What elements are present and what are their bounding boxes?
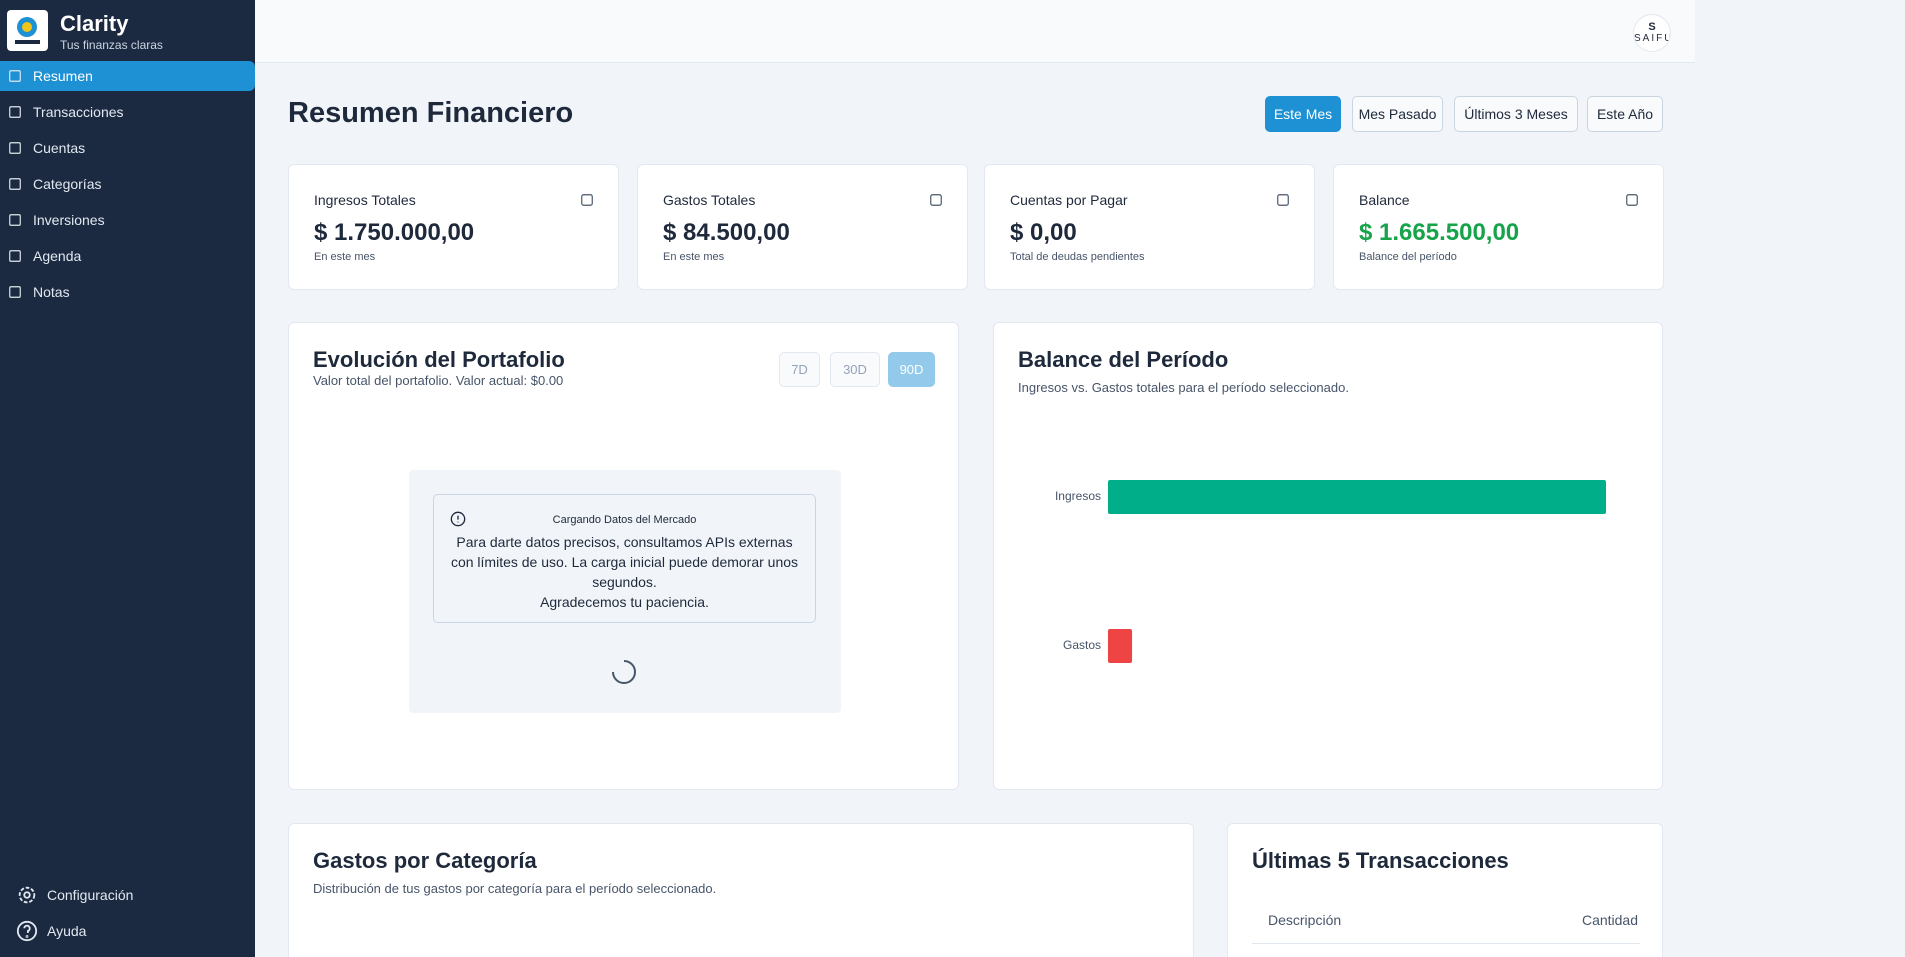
app-tagline: Tus finanzas claras (60, 38, 163, 52)
nav-label: Resumen (33, 68, 93, 84)
user-name: SAIFU (1634, 33, 1671, 44)
nav-item[interactable]: Transacciones (0, 97, 255, 127)
bar-chart: Ingresos Gastos (1055, 480, 1606, 663)
card-icon (581, 194, 593, 206)
summary-card: Cuentas por Pagar $ 0,00 Total de deudas p… (984, 164, 1315, 290)
nav-item[interactable]: Inversiones (0, 205, 255, 235)
notice-title: Cargando Datos del Mercado (552, 514, 697, 526)
top-bar (255, 0, 1695, 63)
nav-label: Notas (33, 284, 70, 300)
notice-text: Agradecemos tu paciencia. (540, 594, 709, 610)
period-button[interactable]: Este Mes (1265, 96, 1341, 132)
range-button[interactable]: 30D (830, 352, 880, 387)
icon-shape (581, 194, 593, 206)
nav-item[interactable]: Notas (0, 277, 255, 307)
transactions-panel: Últimas 5 Transacciones Descripción Cant… (1227, 823, 1663, 957)
card-label: Balance (1359, 192, 1410, 208)
panel-title: Últimas 5 Transacciones (1252, 848, 1509, 873)
panel-subtitle: Valor total del portafolio. Valor actual… (313, 373, 564, 388)
period-button[interactable]: Últimos 3 Meses (1454, 96, 1578, 132)
icon-shape (930, 194, 942, 206)
loading-box: Cargando Datos del Mercado Para darte da… (409, 470, 841, 713)
card-icon (1277, 194, 1289, 206)
card-label: Gastos Totales (663, 192, 756, 208)
card-value: $ 0,00 (1010, 219, 1077, 246)
nav-label: Cuentas (33, 140, 86, 156)
bar (1108, 480, 1606, 514)
category-label: Gastos (1063, 638, 1101, 652)
nav-settings[interactable]: Configuración (16, 884, 133, 906)
nav-label: Transacciones (33, 104, 124, 120)
summary-card: Ingresos Totales $ 1.750.000,00 En este me… (288, 164, 619, 290)
notice: Cargando Datos del Mercado Para darte da… (433, 494, 816, 623)
nav-label: Configuración (47, 887, 134, 903)
app-name: Clarity (60, 11, 129, 36)
card-note: Balance del período (1359, 251, 1457, 263)
chart-title: Balance del Período (1018, 347, 1229, 372)
column-header: Cantidad (1581, 912, 1638, 928)
card-label: Ingresos Totales (314, 192, 416, 208)
sidebar: Clarity Tus finanzas claras Configuració… (0, 0, 255, 957)
icon-shape (1626, 194, 1638, 206)
nav-item[interactable]: Resumen (0, 61, 255, 91)
card-icon (1626, 194, 1638, 206)
table-divider (1252, 943, 1640, 944)
card-value: $ 1.750.000,00 (314, 219, 475, 246)
logo-image (15, 17, 40, 44)
user-avatar[interactable]: S SAIFU (1633, 14, 1671, 52)
portfolio-panel: Evolución del Portafolio Valor total del… (288, 322, 959, 790)
notice-text: Para darte datos precisos, consultamos A… (450, 534, 799, 590)
logo (7, 10, 48, 51)
balance-chart-panel: Balance del Período Ingresos vs. Gastos … (993, 322, 1663, 790)
nav-item[interactable]: Agenda (0, 241, 255, 271)
card-label: Cuentas por Pagar (1010, 192, 1128, 208)
card-value: $ 1.665.500,00 (1359, 219, 1520, 246)
notice-icon (450, 511, 466, 527)
expenses-panel: Gastos por Categoría Distribución de tus… (288, 823, 1194, 957)
chart-subtitle: Ingresos vs. Gastos totales para el perí… (1018, 380, 1349, 395)
nav-help[interactable]: Ayuda (16, 920, 86, 942)
nav-label: Agenda (33, 248, 82, 264)
column-header: Descripción (1268, 912, 1342, 928)
period-button[interactable]: Mes Pasado (1352, 96, 1443, 132)
user-initial: S (1648, 21, 1656, 33)
nav-label: Ayuda (47, 923, 87, 939)
card-note: En este mes (314, 251, 376, 263)
range-button[interactable]: 90D (888, 352, 935, 387)
period-button[interactable]: Este Año (1587, 96, 1663, 132)
page-title: Resumen Financiero (288, 97, 574, 129)
card-note: Total de deudas pendientes (1010, 251, 1145, 263)
nav-item[interactable]: Cuentas (0, 133, 255, 163)
bar (1108, 629, 1133, 663)
panel-subtitle: Distribución de tus gastos por categoría… (313, 881, 717, 896)
nav-label: Categorías (33, 176, 102, 192)
icon-shape (1277, 194, 1289, 206)
category-label: Ingresos (1055, 489, 1101, 503)
panel-title: Gastos por Categoría (313, 848, 537, 873)
card-icon (930, 194, 942, 206)
range-button[interactable]: 7D (779, 352, 820, 387)
card-value: $ 84.500,00 (663, 219, 790, 246)
card-note: En este mes (663, 251, 725, 263)
nav-item[interactable]: Categorías (0, 169, 255, 199)
spinner (612, 660, 636, 684)
nav-label: Inversiones (33, 212, 105, 228)
panel-title: Evolución del Portafolio (313, 347, 565, 372)
summary-card: Gastos Totales $ 84.500,00 En este mes (637, 164, 968, 290)
summary-card: Balance $ 1.665.500,00 Balance del período (1333, 164, 1664, 290)
